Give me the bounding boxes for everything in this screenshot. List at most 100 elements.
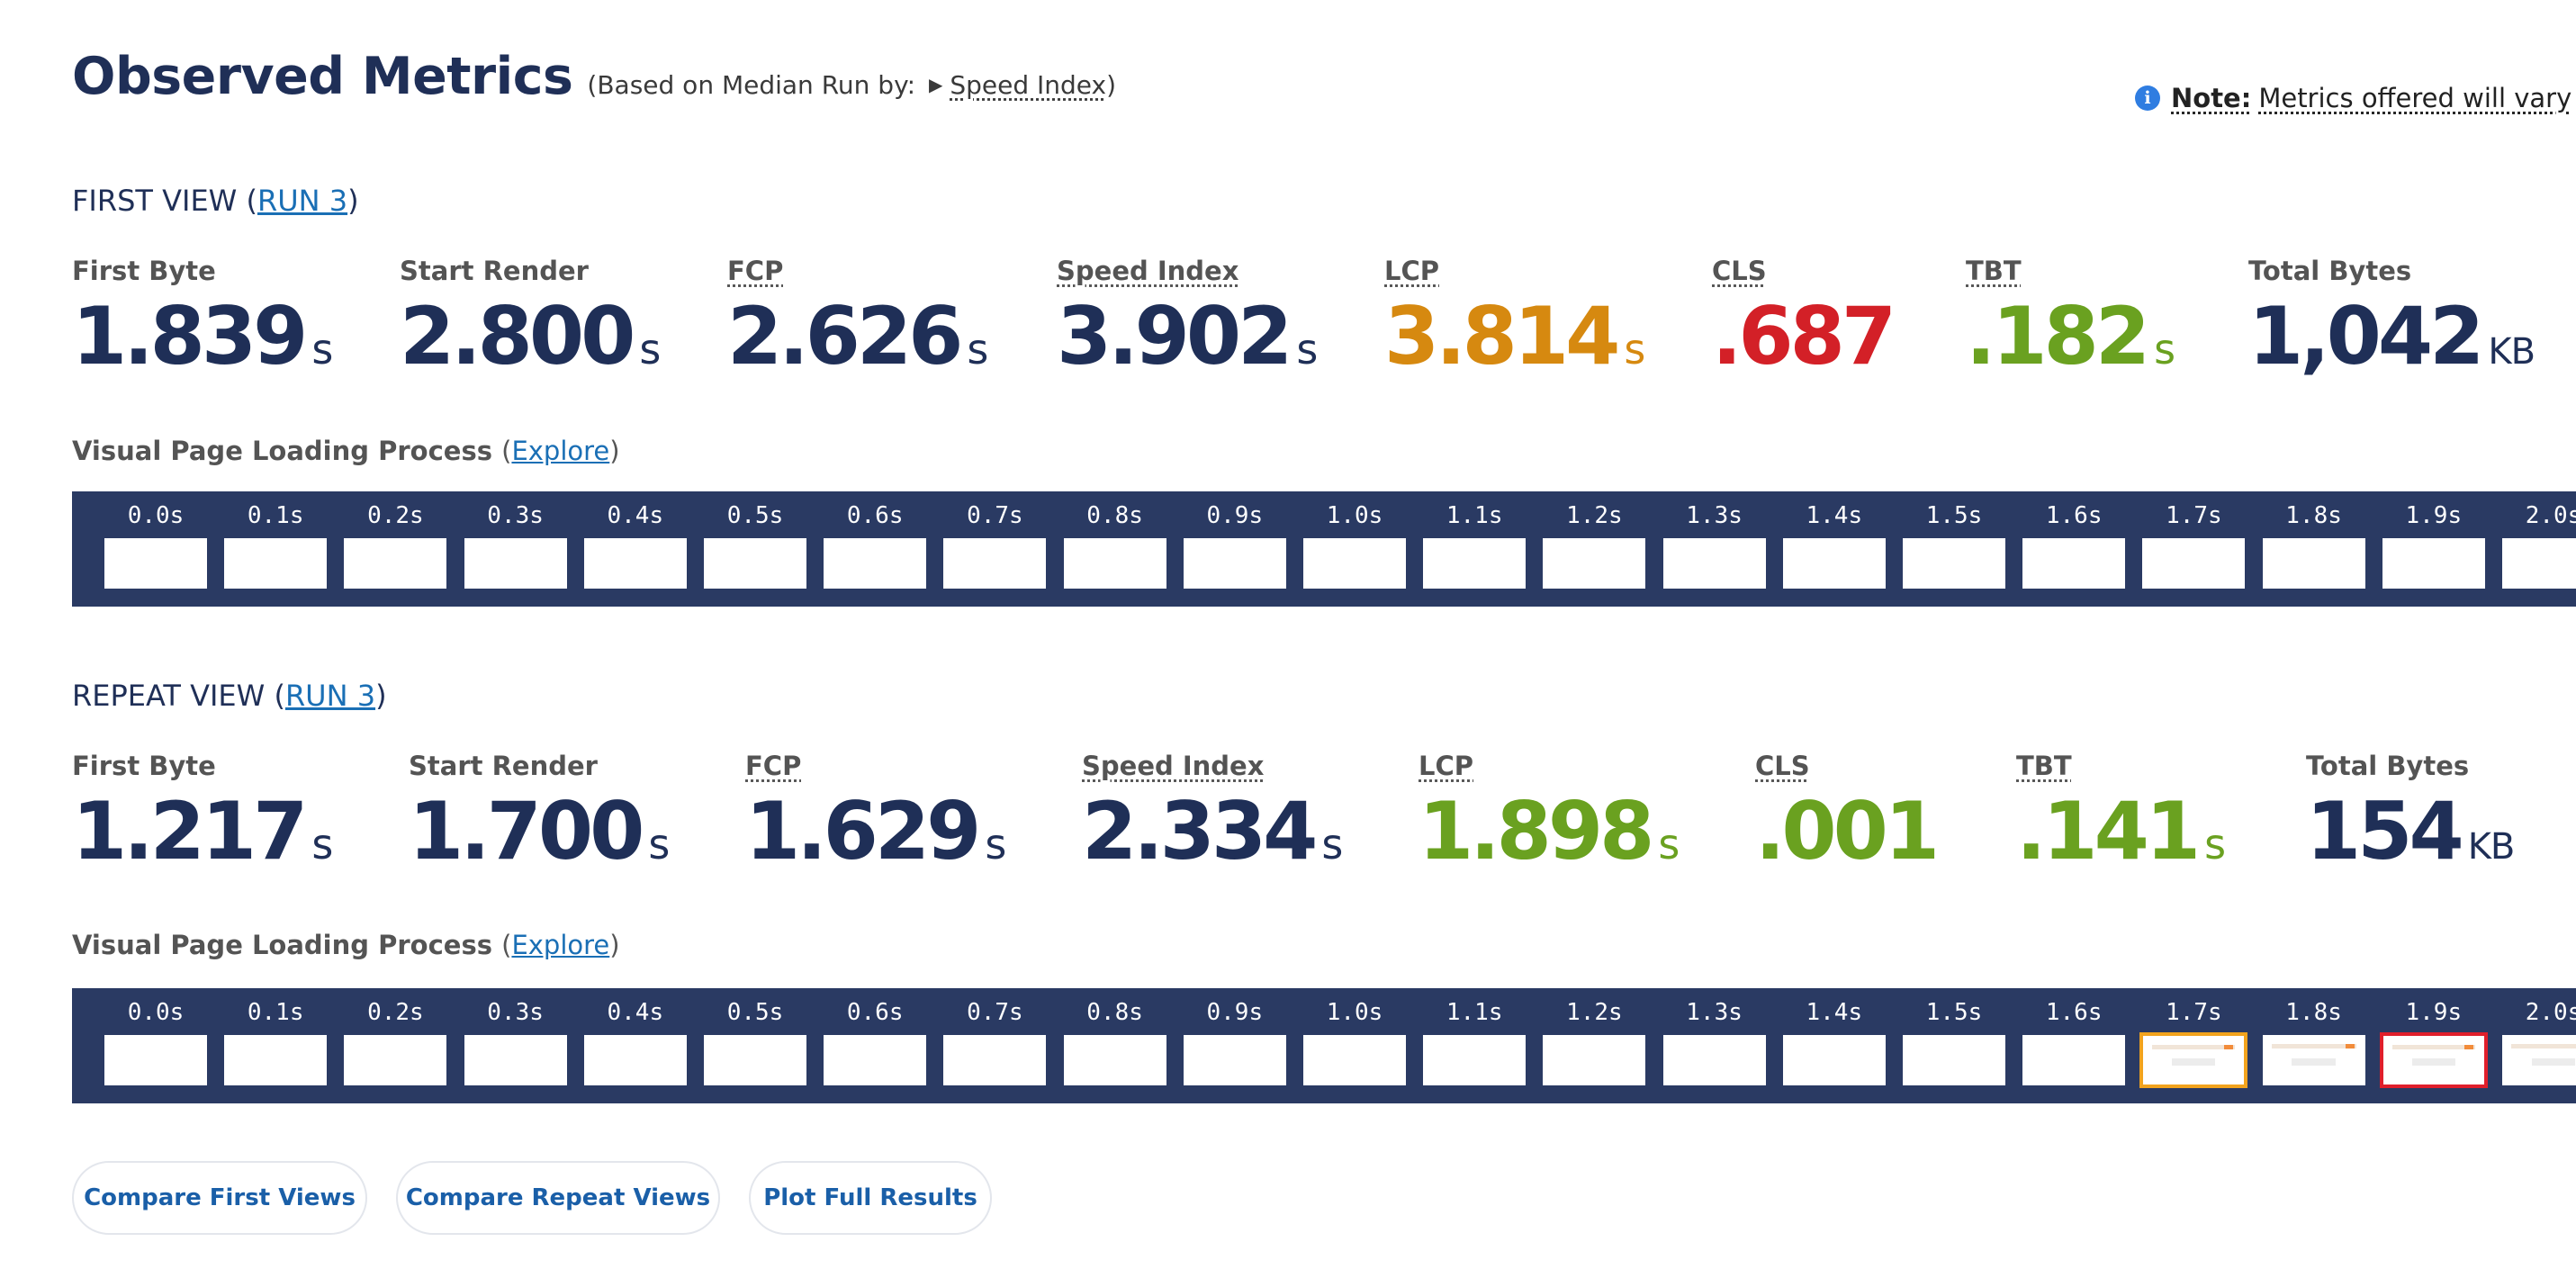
metric-label[interactable]: Speed Index [1082, 751, 1265, 781]
frame-thumbnail[interactable] [1423, 1035, 1527, 1085]
filmstrip-frame[interactable]: 0.6s [824, 988, 927, 1103]
frame-thumbnail[interactable] [224, 538, 328, 589]
frame-thumbnail[interactable] [1903, 538, 2005, 589]
filmstrip-frame[interactable]: 0.5s [704, 988, 806, 1103]
frame-thumbnail[interactable] [104, 1035, 207, 1085]
first-view-run-link[interactable]: RUN 3 [257, 184, 348, 218]
filmstrip-frame[interactable]: 1.6s [2022, 988, 2126, 1103]
plot-full-results-button[interactable]: Plot Full Results [749, 1161, 992, 1235]
frame-thumbnail[interactable] [2502, 1035, 2576, 1085]
filmstrip-frame[interactable]: 0.3s [464, 988, 567, 1103]
frame-thumbnail[interactable] [1303, 1035, 1406, 1085]
filmstrip-frame[interactable]: 0.3s [464, 491, 567, 607]
frame-thumbnail[interactable] [344, 538, 447, 589]
frame-thumbnail[interactable] [1543, 538, 1646, 589]
frame-thumbnail[interactable] [943, 538, 1047, 589]
frame-thumbnail[interactable] [2262, 1035, 2365, 1085]
compare-first-views-button[interactable]: Compare First Views [72, 1161, 367, 1235]
frame-thumbnail[interactable] [1543, 1035, 1646, 1085]
filmstrip-frame[interactable]: 1.3s [1662, 988, 1766, 1103]
frame-thumbnail[interactable] [1782, 538, 1886, 589]
filmstrip-frame[interactable]: 1.5s [1903, 491, 2005, 607]
filmstrip-frame[interactable]: 0.9s [1183, 491, 1286, 607]
frame-thumbnail[interactable] [1063, 538, 1166, 589]
metric-label[interactable]: FCP [745, 751, 802, 781]
frame-thumbnail[interactable] [1423, 538, 1527, 589]
filmstrip-frame[interactable]: 1.1s [1423, 988, 1527, 1103]
filmstrip-frame[interactable]: 0.8s [1063, 491, 1166, 607]
metric-label[interactable]: LCP [1384, 256, 1440, 286]
filmstrip-frame[interactable]: 0.4s [583, 491, 687, 607]
filmstrip-frame[interactable]: 1.4s [1782, 988, 1886, 1103]
repeat-view-filmstrip[interactable]: 0.0s 0.1s 0.2s 0.3s 0.4s 0.5s 0.6s 0.7s 0.8s 0.9s… [72, 988, 2576, 1103]
filmstrip-frame[interactable]: 0.9s [1183, 988, 1286, 1103]
metric-label[interactable]: LCP [1419, 751, 1474, 781]
frame-thumbnail[interactable] [2379, 1032, 2488, 1088]
frame-thumbnail[interactable] [1183, 1035, 1286, 1085]
frame-thumbnail[interactable] [1662, 538, 1766, 589]
compare-repeat-views-button[interactable]: Compare Repeat Views [396, 1161, 720, 1235]
frame-thumbnail[interactable] [2142, 538, 2246, 589]
metric-label[interactable]: FCP [727, 256, 784, 286]
frame-thumbnail[interactable] [583, 1035, 687, 1085]
frame-thumbnail[interactable] [2382, 538, 2485, 589]
frame-thumbnail[interactable] [464, 538, 567, 589]
filmstrip-frame[interactable]: 0.8s [1063, 988, 1166, 1103]
filmstrip-frame[interactable]: 1.4s [1782, 491, 1886, 607]
first-view-filmstrip[interactable]: 0.0s 0.1s 0.2s 0.3s 0.4s 0.5s 0.6s 0.7s 0.8s 0.9s… [72, 491, 2576, 607]
filmstrip-frame[interactable]: 0.2s [344, 988, 447, 1103]
filmstrip-frame[interactable]: 0.0s [104, 988, 207, 1103]
metric-label[interactable]: Speed Index [1057, 256, 1239, 286]
frame-thumbnail[interactable] [2022, 1035, 2126, 1085]
filmstrip-frame[interactable]: 1.7s [2139, 988, 2248, 1103]
frame-thumbnail[interactable] [2139, 1032, 2248, 1088]
filmstrip-frame[interactable]: 0.5s [704, 491, 806, 607]
filmstrip-frame[interactable]: 0.7s [943, 988, 1047, 1103]
filmstrip-frame[interactable]: 1.2s [1543, 491, 1646, 607]
filmstrip-frame[interactable]: 1.1s [1423, 491, 1527, 607]
filmstrip-frame[interactable]: 1.9s [2382, 491, 2485, 607]
filmstrip-frame[interactable]: 1.0s [1303, 988, 1406, 1103]
frame-thumbnail[interactable] [824, 1035, 927, 1085]
filmstrip-frame[interactable]: 1.6s [2022, 491, 2126, 607]
frame-thumbnail[interactable] [704, 1035, 806, 1085]
metric-label[interactable]: TBT [2016, 751, 2072, 781]
filmstrip-frame[interactable]: 1.0s [1303, 491, 1406, 607]
frame-thumbnail[interactable] [1063, 1035, 1166, 1085]
metrics-note[interactable]: i Note: Metrics offered will vary [2135, 83, 2571, 113]
filmstrip-frame[interactable]: 0.7s [943, 491, 1047, 607]
frame-thumbnail[interactable] [943, 1035, 1047, 1085]
first-view-explore-link[interactable]: Explore [511, 436, 610, 466]
frame-thumbnail[interactable] [464, 1035, 567, 1085]
frame-thumbnail[interactable] [704, 538, 806, 589]
filmstrip-frame[interactable]: 1.9s [2379, 988, 2488, 1103]
filmstrip-frame[interactable]: 2.0s [2502, 491, 2576, 607]
filmstrip-frame[interactable]: 0.1s [224, 988, 328, 1103]
frame-thumbnail[interactable] [2022, 538, 2126, 589]
filmstrip-frame[interactable]: 0.0s [104, 491, 207, 607]
filmstrip-frame[interactable]: 0.4s [583, 988, 687, 1103]
metric-label[interactable]: CLS [1755, 751, 1810, 781]
frame-thumbnail[interactable] [2262, 538, 2365, 589]
filmstrip-frame[interactable]: 1.8s [2262, 988, 2365, 1103]
filmstrip-frame[interactable]: 1.7s [2142, 491, 2246, 607]
filmstrip-frame[interactable]: 0.1s [224, 491, 328, 607]
frame-thumbnail[interactable] [1662, 1035, 1766, 1085]
expand-triangle-icon[interactable]: ▶ [928, 74, 943, 95]
median-metric-toggle[interactable]: Speed Index [950, 70, 1107, 100]
filmstrip-frame[interactable]: 0.6s [824, 491, 927, 607]
frame-thumbnail[interactable] [1303, 538, 1406, 589]
frame-thumbnail[interactable] [344, 1035, 447, 1085]
filmstrip-frame[interactable]: 1.8s [2262, 491, 2365, 607]
frame-thumbnail[interactable] [104, 538, 207, 589]
frame-thumbnail[interactable] [1782, 1035, 1886, 1085]
metric-label[interactable]: TBT [1966, 256, 2022, 286]
frame-thumbnail[interactable] [824, 538, 927, 589]
frame-thumbnail[interactable] [583, 538, 687, 589]
repeat-view-run-link[interactable]: RUN 3 [284, 679, 376, 713]
frame-thumbnail[interactable] [1183, 538, 1286, 589]
metric-label[interactable]: CLS [1712, 256, 1767, 286]
filmstrip-frame[interactable]: 1.3s [1662, 491, 1766, 607]
frame-thumbnail[interactable] [224, 1035, 328, 1085]
frame-thumbnail[interactable] [1903, 1035, 2005, 1085]
